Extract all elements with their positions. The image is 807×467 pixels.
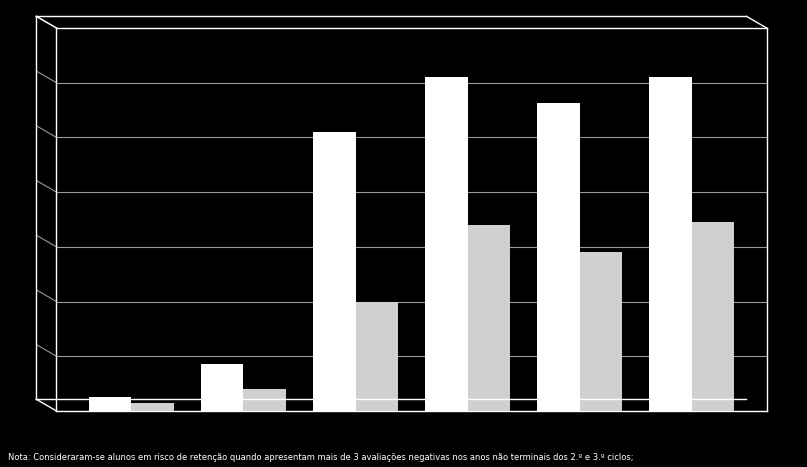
Bar bbox=[692, 222, 734, 411]
Bar bbox=[537, 103, 579, 411]
Bar bbox=[244, 389, 286, 411]
Bar bbox=[467, 225, 510, 411]
Bar bbox=[89, 397, 132, 411]
Bar bbox=[313, 132, 356, 411]
Bar bbox=[132, 403, 174, 411]
Bar bbox=[425, 77, 467, 411]
Bar bbox=[201, 364, 244, 411]
Bar bbox=[649, 77, 692, 411]
Text: Nota: Consideraram-se alunos em risco de retenção quando apresentam mais de 3 av: Nota: Consideraram-se alunos em risco de… bbox=[8, 453, 633, 462]
Bar bbox=[579, 252, 622, 411]
Bar bbox=[356, 302, 398, 411]
